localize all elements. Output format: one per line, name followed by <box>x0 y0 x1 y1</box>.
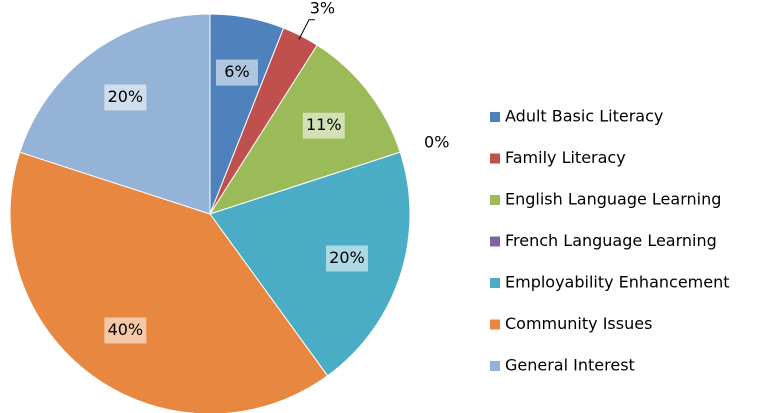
legend-swatch <box>490 278 500 288</box>
legend-label: Family Literacy <box>505 148 626 167</box>
legend-label: Adult Basic Literacy <box>505 107 663 126</box>
legend-swatch <box>490 153 500 164</box>
legend-label: Employability Enhancement <box>505 273 730 292</box>
pie-slice <box>19 13 211 215</box>
data-label: 0% <box>424 132 449 151</box>
label-box <box>104 84 147 111</box>
legend-swatch <box>490 112 500 122</box>
legend-swatch <box>490 236 500 247</box>
label-box <box>215 59 258 86</box>
leader-line <box>298 19 315 40</box>
label-box <box>325 245 368 272</box>
legend-label: English Language Learning <box>505 190 721 209</box>
legend-label: Community Issues <box>505 314 652 333</box>
pie-slice <box>9 151 329 413</box>
label-box <box>104 317 147 344</box>
legend-swatch <box>490 195 500 205</box>
pie-slice <box>209 151 411 377</box>
legend-swatch <box>490 361 500 371</box>
data-label: 20% <box>108 87 144 106</box>
label-box <box>302 112 345 139</box>
legend-label: General Interest <box>505 356 635 375</box>
data-label: 20% <box>329 248 365 267</box>
legend-swatch <box>490 319 500 330</box>
data-label: 40% <box>108 320 144 339</box>
legend-label: French Language Learning <box>505 231 717 250</box>
data-label: 6% <box>224 62 249 81</box>
data-label: 3% <box>310 0 335 18</box>
data-label: 11% <box>306 115 342 134</box>
